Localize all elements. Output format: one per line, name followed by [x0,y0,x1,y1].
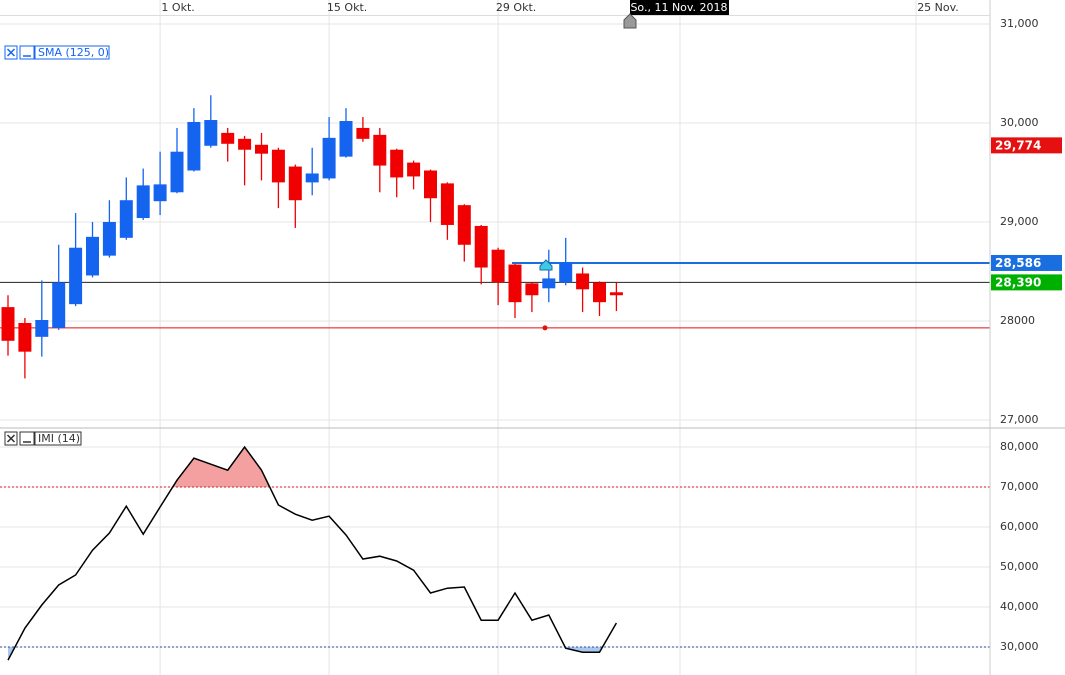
candle-body [1,307,15,341]
y-tick-label: 28000 [1000,314,1035,327]
legend-label: SMA (125, 0) [38,46,109,59]
candle-body [339,121,353,157]
candle-body [457,205,471,245]
y-tick-label: 80,000 [1000,440,1039,453]
candle-body [491,249,505,283]
candle-body [238,138,252,150]
minimize-icon[interactable] [19,431,35,446]
candle-body [525,283,539,296]
candle-body [52,282,66,328]
y-tick-label: 50,000 [1000,560,1039,573]
legend-indicator: IMI (14) [4,431,82,446]
candle-body [542,278,556,289]
level-label-box [991,254,1062,271]
y-tick-label: 27,000 [1000,413,1039,426]
y-tick-label: 70,000 [1000,480,1039,493]
candle-body [119,200,133,238]
close-glyph [6,434,16,443]
y-tick-label: 29,000 [1000,215,1039,228]
plot [0,95,990,661]
y-tick-label: 40,000 [1000,600,1039,613]
y-tick-label: 30,000 [1000,116,1039,129]
candle-body [609,292,623,296]
x-tick-label: 25 Nov. [917,1,959,14]
y-tick-label: 60,000 [1000,520,1039,533]
level-label: 28,586 [995,256,1041,270]
candle-body [271,149,285,183]
y-tick-label: 30,000 [1000,640,1039,653]
level-label: 28,390 [995,275,1041,289]
date-marker-box [630,0,729,15]
candle-body [136,185,150,219]
candle-body [576,273,590,290]
candle-body [221,132,235,144]
indicator-line [7,445,618,661]
candle-body [187,122,201,171]
close-glyph [6,48,16,57]
candle-body [170,151,184,193]
candle-body [356,127,370,139]
candle-body [424,170,437,199]
top-axis: 1 Okt. 15 Okt. 29 Okt. 25 Nov. So., 11 Nov. … [161,0,959,29]
candle-body [69,247,83,305]
date-marker-pointer [623,13,637,29]
level-label-box [991,137,1062,154]
candle-body [102,221,116,256]
legend-box [34,431,82,446]
signal-marker [539,259,553,271]
level-label-box [991,274,1062,291]
stop-dot [542,325,548,331]
candle-body [593,282,606,303]
candle-body [204,120,218,146]
candle-body [18,322,32,352]
legend-price: SMA (125, 0) [4,45,110,60]
candle-body [407,162,421,177]
x-tick-label: 1 Okt. [161,1,194,14]
candle-body [474,225,488,268]
legend-box [34,45,110,60]
date-marker-label: So., 11 Nov. 2018 [630,1,727,14]
candle-body [559,262,573,283]
candle-body [440,183,454,225]
candle-body [373,134,387,166]
candle-body [305,173,319,183]
level-label: 29,774 [995,138,1041,152]
candle-body [322,137,336,179]
minimize-icon[interactable] [19,45,35,60]
candle-body [288,166,302,201]
candle-body [35,319,49,337]
y-tick-label: 31,000 [1000,17,1039,30]
legend-label: IMI (14) [38,432,80,445]
candle-body [153,184,167,202]
candle-body [508,264,522,303]
candle-body [255,144,268,154]
x-tick-label: 15 Okt. [327,1,367,14]
x-tick-label: 29 Okt. [496,1,536,14]
candle-body [390,149,404,178]
candle-body [86,236,99,276]
